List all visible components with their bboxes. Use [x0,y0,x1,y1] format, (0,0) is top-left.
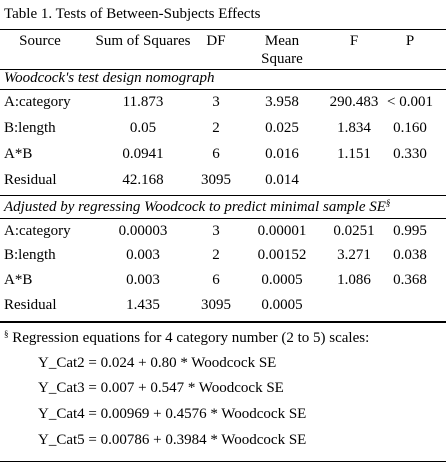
row-p: < 0.001 [387,94,433,110]
footnote-mark: § [385,198,391,208]
row-df: 2 [212,120,220,136]
row-p: 0.330 [393,146,427,162]
header-mean: Mean [264,33,300,49]
row-ss: 1.435 [126,297,160,313]
row-f: 1.151 [337,146,371,162]
row-ms: 3.958 [265,94,299,110]
row-source: B:length [4,247,56,263]
row-ss: 42.168 [122,172,164,188]
section-label: Woodcock's test design nomograph [4,70,215,86]
row-ms: 0.025 [265,120,299,136]
header-sum-of-squares: Sum of Squares [95,33,191,49]
equation: Y_Cat4 = 0.00969 + 0.4576 * Woodcock SE [38,406,307,422]
row-ss: 11.873 [122,94,164,110]
header-source: Source [19,33,61,49]
row-f: 0.0251 [333,223,375,239]
row-df: 3 [212,223,220,239]
footnote: § Regression equations for 4 category nu… [4,329,369,347]
row-df: 3095 [201,172,231,188]
row-f: 1.834 [337,120,371,136]
header-rule [0,69,446,70]
section-label: Adjusted by regressing Woodcock to predi… [4,198,390,216]
footnote-mark: § [4,329,9,339]
row-f: 3.271 [337,247,371,263]
row-p: 0.038 [393,247,427,263]
row-ss: 0.0941 [122,146,164,162]
header-p: P [405,33,415,49]
table-bottom-rule [0,321,446,323]
equation: Y_Cat5 = 0.00786 + 0.3984 * Woodcock SE [38,432,307,448]
row-df: 2 [212,247,220,263]
row-ms: 0.016 [265,146,299,162]
row-ms: 0.0005 [261,272,303,288]
row-df: 6 [212,146,220,162]
row-source: A*B [4,272,33,288]
row-ss: 0.003 [126,272,160,288]
section-rule [0,218,446,219]
top-rule [0,29,446,30]
row-ms: 0.0005 [261,297,303,313]
section-label-text: Adjusted by regressing Woodcock to predi… [4,199,386,215]
row-ms: 0.014 [265,172,299,188]
header-square: Square [261,51,303,67]
footnote-bottom-rule [0,461,446,462]
row-ss: 0.003 [126,247,160,263]
row-df: 3095 [201,297,231,313]
row-source: A*B [4,146,33,162]
row-df: 3 [212,94,220,110]
row-source: Residual [4,297,57,313]
row-ss: 0.05 [129,120,157,136]
equation: Y_Cat2 = 0.024 + 0.80 * Woodcock SE [38,355,277,371]
row-f: 1.086 [337,272,371,288]
row-source: A:category [4,94,71,110]
row-ms: 0.00001 [257,223,307,239]
row-p: 0.160 [393,120,427,136]
row-f: 290.483 [329,94,379,110]
row-p: 0.368 [393,272,427,288]
row-ms: 0.00152 [257,247,307,263]
row-p: 0.995 [393,223,427,239]
row-df: 6 [212,272,220,288]
row-source: Residual [4,172,57,188]
header-df: DF [206,33,226,49]
table-title: Table 1. Tests of Between-Subjects Effec… [4,6,261,22]
row-source: A:category [4,223,71,239]
equation: Y_Cat3 = 0.007 + 0.547 * Woodcock SE [38,380,284,396]
section-divider [0,195,446,196]
row-source: B:length [4,120,56,136]
row-ss: 0.00003 [118,223,168,239]
header-f: F [349,33,359,49]
section-rule [0,89,446,90]
footnote-text: Regression equations for 4 category numb… [12,330,370,346]
